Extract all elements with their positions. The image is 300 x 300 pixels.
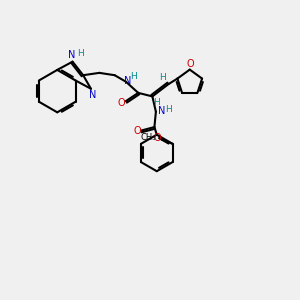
Text: N: N [124,76,131,86]
Text: CH₃: CH₃ [140,133,156,142]
Text: H: H [77,49,84,58]
Text: H: H [153,98,160,107]
Text: O: O [187,59,194,69]
Text: H: H [159,73,165,82]
Text: O: O [118,98,125,109]
Text: N: N [158,106,165,116]
Text: O: O [133,126,141,136]
Text: N: N [89,90,96,100]
Text: H: H [130,73,137,82]
Text: H: H [165,106,172,115]
Text: O: O [154,133,161,143]
Text: N: N [68,50,76,60]
